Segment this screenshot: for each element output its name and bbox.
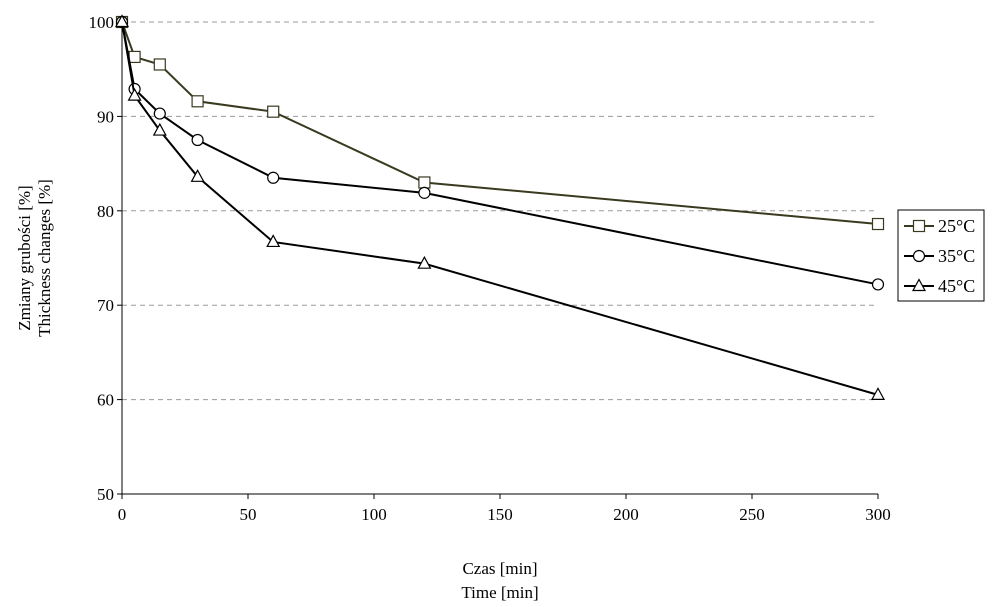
data-point-circle	[267, 171, 280, 184]
x-axis-label-line2: Time [min]	[461, 583, 538, 602]
data-point-triangle	[114, 14, 130, 28]
data-point-square	[128, 50, 141, 64]
x-tick-label: 250	[739, 505, 765, 524]
data-point-triangle	[190, 169, 205, 182]
legend-marker-square	[912, 219, 926, 233]
data-point-square	[267, 105, 280, 118]
data-point-square	[418, 176, 431, 189]
y-axis-label-line2: Thickness changes [%]	[35, 179, 54, 337]
y-tick-label: 50	[97, 485, 114, 504]
legend-entry: 45°C	[904, 276, 975, 296]
data-point-square	[153, 58, 166, 71]
data-point-square	[871, 217, 885, 231]
legend-marker-triangle	[911, 278, 927, 292]
series-circle	[115, 15, 885, 291]
y-tick-label: 60	[97, 391, 114, 410]
x-tick-label: 200	[613, 505, 639, 524]
x-axis-label-line1: Czas [min]	[462, 559, 537, 578]
series-line	[121, 21, 879, 226]
data-point-circle	[871, 278, 885, 291]
series-square	[115, 15, 885, 231]
legend-label: 45°C	[938, 276, 975, 296]
x-tick-label: 300	[865, 505, 891, 524]
series-layer	[114, 14, 886, 400]
legend-label: 35°C	[938, 246, 975, 266]
x-tick-label: 50	[240, 505, 257, 524]
legend-label: 25°C	[938, 216, 975, 236]
data-point-triangle	[870, 387, 886, 400]
y-tick-label: 70	[97, 296, 114, 315]
x-tick-label: 0	[118, 505, 127, 524]
x-tick-label: 150	[487, 505, 513, 524]
y-tick-label: 80	[97, 202, 114, 221]
y-axis-label-line1: Zmiany grubości [%]	[15, 185, 34, 330]
data-point-triangle	[266, 234, 281, 248]
data-point-circle	[191, 133, 204, 147]
data-point-circle	[418, 186, 431, 199]
data-point-triangle	[127, 87, 142, 101]
y-tick-label: 100	[89, 13, 115, 32]
legend-entry: 35°C	[904, 246, 975, 266]
x-tick-label: 100	[361, 505, 387, 524]
legend-marker-circle	[912, 249, 926, 263]
data-point-triangle	[152, 122, 167, 136]
axes	[121, 22, 878, 495]
data-point-circle	[153, 107, 166, 120]
data-point-square	[191, 95, 204, 108]
y-tick-label: 90	[97, 107, 114, 126]
legend: 25°C 35°C 45°C	[897, 209, 985, 302]
series-triangle	[114, 14, 886, 400]
series-line	[121, 21, 879, 286]
grid-lines	[122, 21, 878, 401]
legend-entry: 25°C	[904, 216, 975, 236]
data-point-triangle	[417, 255, 432, 269]
